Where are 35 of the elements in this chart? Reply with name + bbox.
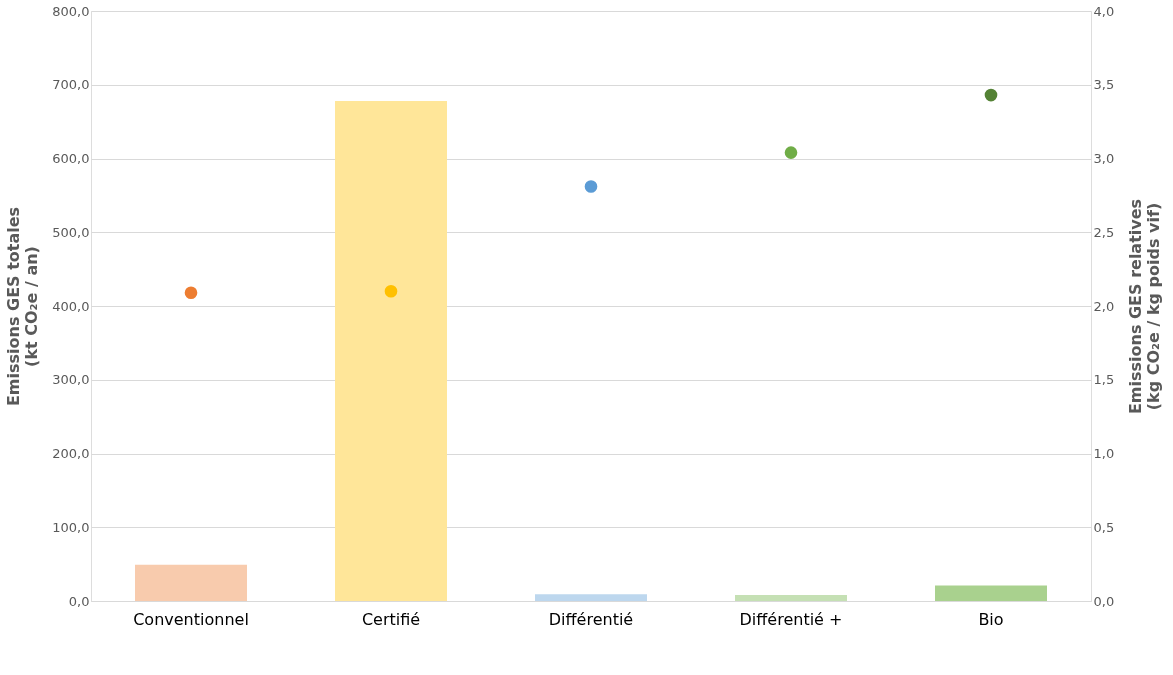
y2-tick-label: 0,0 [1093, 593, 1115, 609]
y2-tick-label: 3,0 [1093, 151, 1115, 166]
y-tick-label: 200,0 [52, 446, 90, 461]
y-tick-label: 0,0 [68, 593, 90, 609]
x-tick-label: Conventionnel [133, 609, 249, 629]
point [584, 180, 598, 193]
y2-tick-label: 0,5 [1093, 519, 1115, 535]
y2-tick-label: 3,5 [1093, 77, 1115, 93]
x-tick-label: Certifié [361, 609, 421, 629]
x-tick-label: Différentié + [739, 609, 843, 629]
bar [535, 594, 647, 601]
point [984, 88, 998, 102]
y-tick-label: 500,0 [52, 224, 90, 240]
y-tick-label: 400,0 [52, 298, 90, 314]
y-tick-label: 700,0 [52, 77, 90, 93]
y2-tick-label: 2,0 [1093, 298, 1115, 314]
y-tick-label: 600,0 [52, 151, 90, 166]
bar [135, 564, 247, 601]
y2-axis-title: Emissions GES relatives (kg CO₂e / kg poids vif) [1126, 198, 1164, 415]
x-tick-label: Bio [978, 609, 1004, 629]
y-tick-label: 300,0 [52, 372, 90, 388]
x-tick-label: Différentié [548, 609, 634, 629]
y-tick-label: 100,0 [52, 519, 90, 535]
y-axis-title: Emissions GES totales (kt CO₂e / an) [4, 206, 42, 407]
y2-tick-label: 4,0 [1093, 3, 1115, 19]
y2-tick-label: 1,0 [1093, 446, 1115, 461]
y2-tick-label: 2,5 [1093, 224, 1115, 240]
y-tick-label: 800,0 [52, 3, 90, 19]
bar [335, 100, 447, 601]
point [384, 284, 398, 298]
bar [935, 585, 1047, 601]
point [784, 146, 798, 159]
y2-tick-label: 1,5 [1093, 372, 1115, 388]
point [184, 286, 198, 300]
bar [735, 595, 847, 601]
